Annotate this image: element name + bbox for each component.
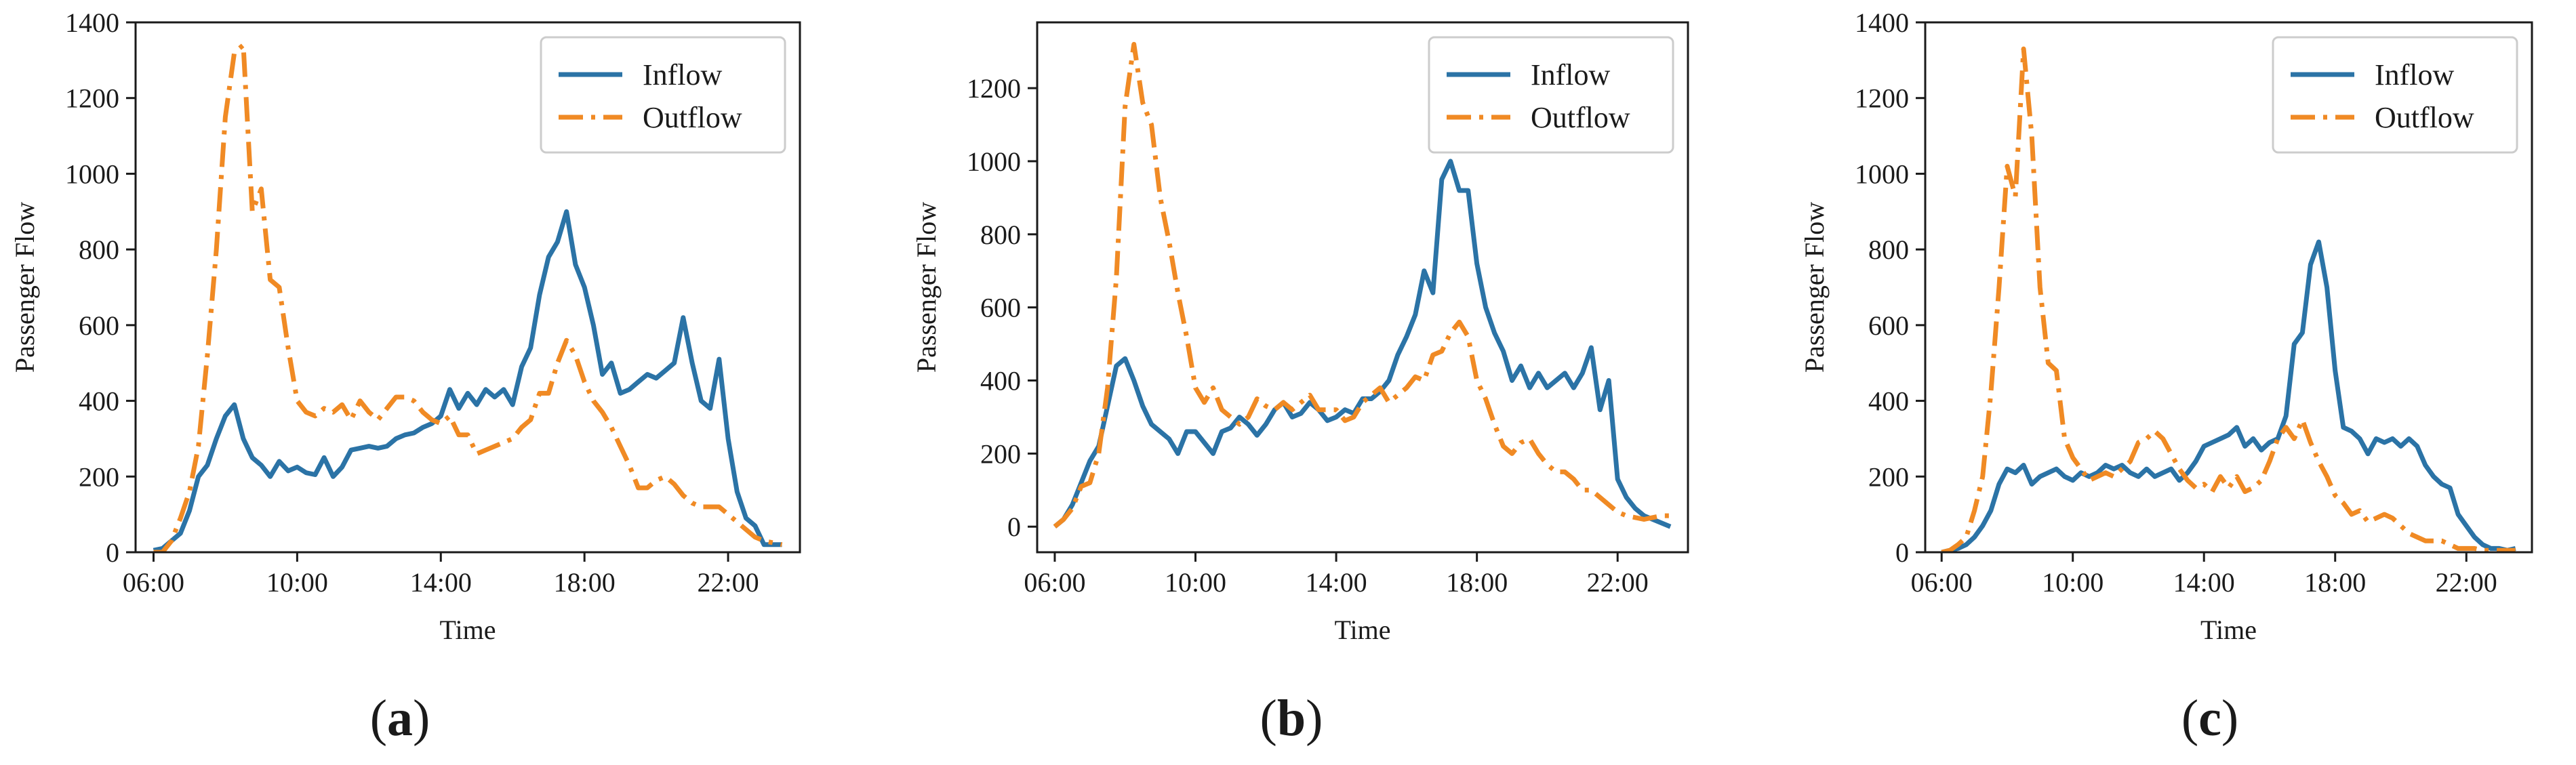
- inflow-series-line: [1941, 239, 2516, 552]
- plot-area-frame: [134, 21, 801, 554]
- panel-label-open: (: [2181, 690, 2198, 747]
- legend-box: [540, 36, 786, 154]
- outflow-series-line: [1941, 46, 2516, 552]
- x-tick-label: 06:00: [123, 567, 184, 598]
- plot-area-frame: [1036, 21, 1689, 554]
- x-tick-label: 10:00: [2042, 567, 2104, 598]
- x-axis-label: Time: [2200, 615, 2257, 645]
- chart-panel-a: 0 200 400 600 800 1000 1200 1400 06:00 10:00 14:00…: [9, 7, 801, 747]
- x-tick-label: 18:00: [554, 567, 616, 598]
- x-axis-label: Time: [439, 615, 496, 645]
- y-tick-label: 400: [79, 386, 119, 417]
- y-tick-label: 0: [1895, 537, 1909, 568]
- panel-label: (b): [1260, 690, 1323, 747]
- y-tick-label: 1000: [1855, 159, 1909, 189]
- y-tick-label: 200: [1868, 461, 1909, 492]
- y-tick-label: 1200: [967, 73, 1021, 104]
- x-tick-label: 10:00: [1165, 567, 1226, 598]
- x-tick-label: 22:00: [1587, 567, 1649, 598]
- legend-box: [2272, 36, 2518, 154]
- y-axis-label: Passenger Flow: [911, 202, 942, 373]
- x-tick-label: 14:00: [1306, 567, 1367, 598]
- legend: Inflow Outflow: [540, 36, 786, 154]
- panel-label-close: ): [1306, 690, 1323, 747]
- y-tick-label: 200: [79, 461, 119, 492]
- legend: Inflow Outflow: [1428, 36, 1674, 154]
- inflow-series-line: [1053, 159, 1672, 529]
- x-tick-label: 06:00: [1024, 567, 1085, 598]
- chart-panel-b: 0 200 400 600 800 1000 1200 06:00 10:00 14:00 18:0…: [911, 21, 1689, 747]
- legend-inflow-label: Inflow: [1531, 58, 1611, 91]
- panel-label-open: (: [1260, 690, 1277, 747]
- y-tick-label: 1400: [65, 7, 119, 38]
- legend-outflow-label: Outflow: [2375, 101, 2474, 134]
- panel-label-close: ): [2221, 690, 2238, 747]
- panel-label-letter: a: [387, 690, 413, 747]
- y-tick-label: 1200: [65, 83, 119, 114]
- legend-outflow-label: Outflow: [1531, 101, 1630, 134]
- panel-label-close: ): [413, 690, 430, 747]
- y-tick-label: 0: [106, 537, 119, 568]
- inflow-series-line: [153, 209, 782, 552]
- legend-inflow-label: Inflow: [643, 58, 723, 91]
- chart-panel-c: 0 200 400 600 800 1000 1200 1400 06:00 10:00 14:00…: [1799, 7, 2533, 747]
- panel-label-open: (: [370, 690, 387, 747]
- legend-box: [1428, 36, 1674, 154]
- panel-label: (c): [2181, 690, 2238, 747]
- y-tick-label: 1200: [1855, 83, 1909, 114]
- y-tick-label: 400: [980, 366, 1021, 396]
- x-axis-label: Time: [1334, 615, 1390, 645]
- panel-label-letter: b: [1277, 690, 1306, 747]
- y-tick-label: 200: [980, 438, 1021, 469]
- y-tick-label: 600: [79, 310, 119, 341]
- y-tick-label: 1000: [967, 146, 1021, 177]
- x-tick-label: 14:00: [410, 567, 472, 598]
- legend-inflow-label: Inflow: [2375, 58, 2455, 91]
- y-tick-label: 600: [980, 293, 1021, 323]
- x-tick-label: 18:00: [2304, 567, 2366, 598]
- y-tick-label: 600: [1868, 310, 1909, 341]
- legend: Inflow Outflow: [2272, 36, 2518, 154]
- y-tick-label: 1400: [1855, 7, 1909, 38]
- x-tick-label: 18:00: [1446, 567, 1508, 598]
- x-tick-label: 14:00: [2173, 567, 2235, 598]
- outflow-series-line: [153, 43, 783, 552]
- panel-label-letter: c: [2198, 690, 2221, 747]
- panel-label: (a): [370, 690, 430, 747]
- y-tick-label: 800: [1868, 234, 1909, 265]
- x-tick-label: 06:00: [1911, 567, 1973, 598]
- x-tick-label: 10:00: [266, 567, 328, 598]
- y-tick-label: 800: [980, 220, 1021, 250]
- outflow-series-line: [1053, 41, 1671, 529]
- legend-outflow-label: Outflow: [643, 101, 742, 134]
- y-tick-label: 800: [79, 234, 119, 265]
- y-axis-label: Passenger Flow: [9, 202, 40, 373]
- y-tick-label: 0: [1007, 512, 1021, 542]
- plot-area-frame: [1924, 21, 2533, 554]
- x-tick-label: 22:00: [697, 567, 759, 598]
- x-tick-label: 22:00: [2436, 567, 2497, 598]
- y-axis-label: Passenger Flow: [1799, 202, 1830, 373]
- y-tick-label: 1000: [65, 159, 119, 189]
- y-tick-label: 400: [1868, 386, 1909, 417]
